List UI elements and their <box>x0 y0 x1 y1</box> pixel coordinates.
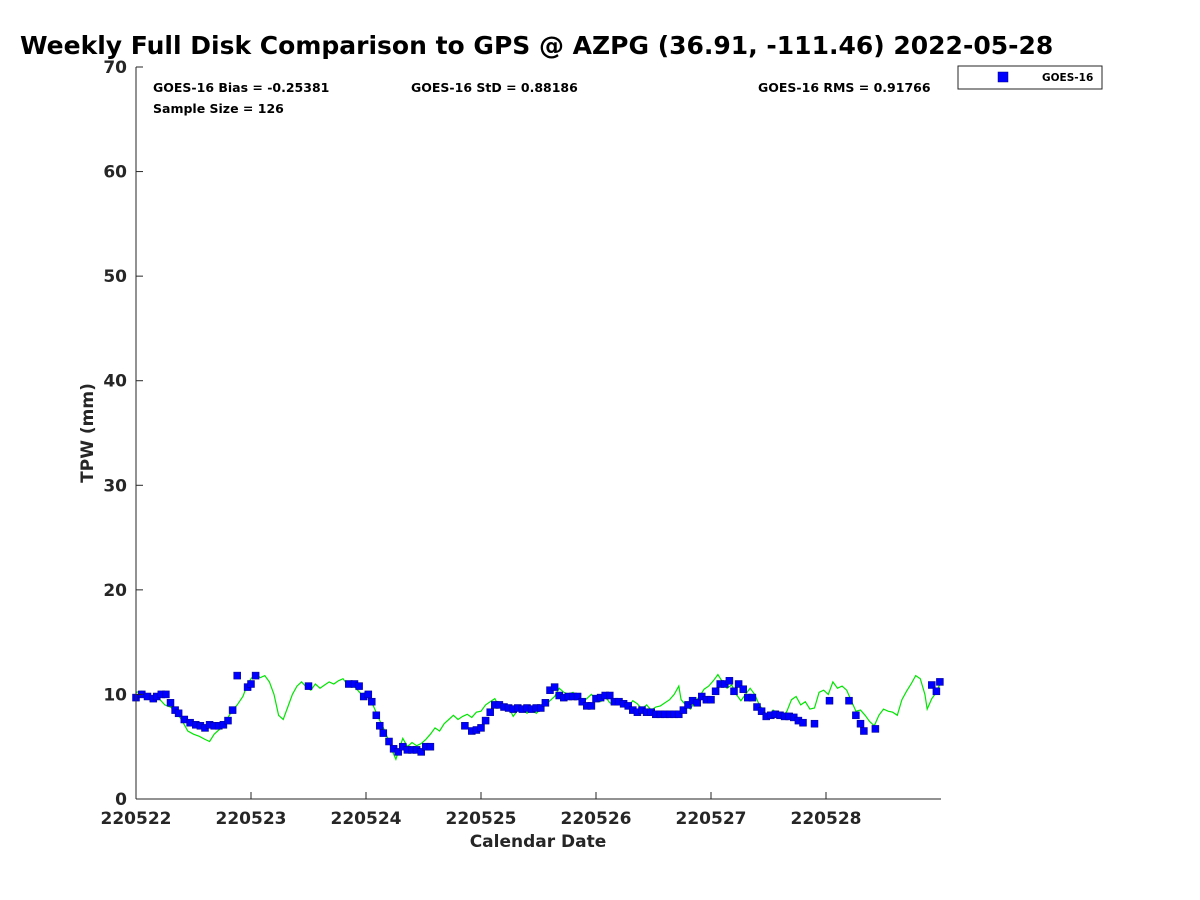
goes-16-data-point <box>871 725 880 733</box>
goes-16-data-point <box>368 697 376 706</box>
goes-16-data-point <box>461 722 469 730</box>
goes-16-data-point <box>711 687 720 696</box>
goes-16-data-point <box>364 690 373 699</box>
goes-16-data-point <box>228 706 237 714</box>
goes-16-data-point <box>233 671 241 680</box>
goes-16-data-point <box>477 724 485 732</box>
x-tick-label: 220527 <box>676 809 747 829</box>
std-stat: GOES-16 StD = 0.88186 <box>411 80 578 95</box>
goes-16-data-point <box>537 704 545 712</box>
goes-16-data-point <box>675 710 683 719</box>
goes-16-data-point <box>355 682 363 690</box>
legend-box <box>957 65 1103 90</box>
y-tick-label: 10 <box>103 685 127 705</box>
goes-16-data-point <box>573 692 582 701</box>
goes-16-data-point <box>799 718 807 727</box>
goes-16-data-point <box>578 697 586 706</box>
y-tick-label: 70 <box>103 58 127 78</box>
goes-16-data-point <box>541 699 550 707</box>
y-tick-label: 60 <box>103 163 127 183</box>
goes-16-data-point <box>852 711 860 720</box>
goes-16-data-point <box>486 708 494 716</box>
plot-area <box>132 671 944 762</box>
y-tick-label: 0 <box>115 790 127 810</box>
legend-square-marker-icon <box>997 71 1009 83</box>
goes-16-data-point <box>928 681 936 689</box>
x-axis-ticks: 220522 220523 220524 220525 220526 220527 2205… <box>101 792 862 829</box>
goes-16-data-point <box>856 719 865 728</box>
bias-stat: GOES-16 Bias = -0.25381 <box>153 80 329 95</box>
goes-16-data-point <box>376 722 384 730</box>
sample-size-stat: Sample Size = 126 <box>153 101 284 116</box>
goes-16-data-point <box>219 721 228 729</box>
goes-16-data-point <box>587 702 596 710</box>
goes-16-data-point <box>707 695 715 704</box>
goes-16-data-point <box>224 716 232 725</box>
goes-16-data-point <box>860 727 868 735</box>
goes-16-data-point <box>936 678 944 686</box>
goes-16-data-point <box>753 703 761 711</box>
y-axis-label: TPW (mm) <box>78 383 98 483</box>
goes-16-data-point <box>810 719 819 728</box>
legend: GOES-16 <box>957 65 1103 90</box>
goes-16-data-point <box>417 748 425 756</box>
rms-stat: GOES-16 RMS = 0.91766 <box>758 80 931 95</box>
goes-16-data-point <box>379 729 388 737</box>
goes-16-data-point <box>734 680 743 688</box>
goes-16-data-point <box>372 711 381 720</box>
goes-16-data-point <box>247 680 255 688</box>
x-tick-label: 220522 <box>101 809 172 829</box>
goes-16-data-point <box>606 691 614 700</box>
y-tick-label: 20 <box>103 581 127 601</box>
goes-16-data-point <box>748 693 757 702</box>
legend-entry-goes-16: GOES-16 <box>1042 72 1093 84</box>
goes-16-series-layer <box>132 671 944 756</box>
axes: 0 10 20 30 40 50 60 70 220522 220523 220524 220525… <box>101 58 941 829</box>
goes-16-data-point <box>624 702 632 710</box>
goes-16-data-point <box>481 716 490 725</box>
goes-16-data-point <box>693 699 701 707</box>
goes-16-data-point <box>426 742 435 751</box>
y-tick-label: 30 <box>103 476 127 496</box>
goes-16-data-point <box>385 737 393 746</box>
goes-16-data-point <box>162 690 170 699</box>
goes-16-data-point <box>174 709 183 718</box>
y-tick-label: 40 <box>103 372 127 392</box>
goes-16-data-point <box>394 748 402 756</box>
goes-16-data-point <box>730 687 738 696</box>
x-tick-label: 220524 <box>331 809 402 829</box>
goes-16-data-point <box>679 706 688 714</box>
goes-16-data-point <box>725 677 734 685</box>
goes-16-data-point <box>757 707 766 715</box>
x-tick-label: 220525 <box>446 809 517 829</box>
chart-title: Weekly Full Disk Comparison to GPS @ AZP… <box>20 31 1053 60</box>
x-tick-label: 220523 <box>216 809 287 829</box>
y-tick-label: 50 <box>103 267 127 287</box>
goes-16-data-point <box>739 685 747 693</box>
x-axis-label: Calendar Date <box>470 832 607 852</box>
goes-16-data-point <box>825 696 834 705</box>
gps-series-layer <box>135 672 941 762</box>
x-tick-label: 220526 <box>561 809 632 829</box>
gps-series-line <box>135 672 941 762</box>
y-axis-ticks: 0 10 20 30 40 50 60 70 <box>103 58 143 810</box>
goes-16-data-point <box>550 683 559 691</box>
goes-16-data-point <box>932 687 941 696</box>
goes-16-data-point <box>304 682 313 690</box>
goes-16-data-point <box>684 701 692 709</box>
x-tick-label: 220528 <box>791 809 862 829</box>
goes-16-data-point <box>166 699 175 707</box>
goes-16-data-point <box>251 671 260 680</box>
goes-16-data-point <box>845 696 853 705</box>
